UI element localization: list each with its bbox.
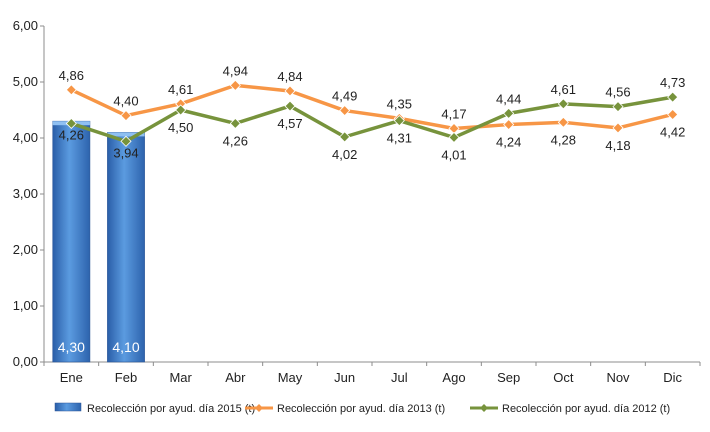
bar-data-label: 4,10 — [112, 339, 139, 355]
line-data-label: 4,35 — [387, 96, 412, 111]
line-data-label: 4,28 — [551, 132, 576, 147]
line-point — [229, 117, 241, 130]
line-point — [667, 91, 679, 103]
line-data-label: 4,44 — [496, 91, 521, 106]
line-point — [557, 116, 569, 128]
line-data-label: 4,56 — [605, 85, 630, 100]
series-lines — [65, 79, 679, 147]
series-line — [69, 83, 675, 131]
line-data-label: 4,17 — [441, 106, 466, 121]
x-tick-label: Ene — [60, 370, 83, 385]
legend-marker — [255, 404, 263, 412]
line-point — [229, 79, 241, 91]
line-point — [175, 104, 187, 116]
bar — [107, 132, 145, 363]
data-labels: 4,30 4,10 4,86 4,26 4,40 3,94 4,61 4,50 4,94 4,26… — [58, 63, 686, 355]
line-data-label: 4,31 — [387, 131, 412, 146]
x-tick-label: Sep — [497, 370, 520, 385]
x-tick-label: Dic — [663, 370, 682, 385]
line-data-label: 4,01 — [441, 147, 466, 162]
line-data-label: 4,61 — [168, 82, 193, 97]
line-data-label: 3,94 — [113, 145, 138, 160]
series-line — [69, 95, 675, 144]
legend-label: Recolección por ayud. día 2013 (t) — [277, 403, 445, 415]
line-data-label: 4,86 — [59, 68, 84, 83]
x-tick-label: Mar — [169, 370, 192, 385]
x-tick-label: Nov — [606, 370, 630, 385]
line-point — [284, 85, 296, 97]
bars — [52, 120, 145, 363]
line-point — [557, 98, 569, 110]
line-point — [120, 135, 132, 147]
line-point — [284, 100, 296, 112]
x-tick-label: Abr — [225, 370, 246, 385]
x-tick-label: Feb — [115, 370, 137, 385]
bar-data-label: 4,30 — [58, 339, 85, 355]
x-tick-label: May — [278, 370, 303, 385]
y-tick-label: 5,00 — [13, 74, 38, 89]
line-point — [120, 110, 132, 122]
bar-top-highlight — [107, 132, 145, 137]
y-tick-label: 0,00 — [13, 354, 38, 369]
x-tick-label: Ago — [442, 370, 465, 385]
line-data-label: 4,26 — [59, 127, 84, 142]
line-data-label: 4,42 — [660, 124, 685, 139]
y-tick-label: 2,00 — [13, 242, 38, 257]
line-data-label: 4,40 — [113, 94, 138, 109]
line-point — [448, 131, 460, 144]
axes: 0,00 1,00 2,00 3,00 4,00 5,00 6,00 Ene Feb Mar Abr… — [13, 18, 701, 385]
line-point — [503, 107, 515, 119]
legend-swatch — [54, 402, 82, 412]
legend-label: Recolección por ayud. día 2015 (t) — [87, 403, 255, 415]
line-point — [612, 122, 624, 134]
line-data-label: 4,18 — [605, 138, 630, 153]
line-point — [339, 104, 351, 117]
line-data-label: 4,94 — [223, 63, 248, 78]
line-point — [339, 131, 351, 143]
line-point — [612, 101, 624, 113]
line-data-label: 4,02 — [332, 147, 357, 162]
x-tick-label: Jul — [391, 370, 408, 385]
y-tick-label: 3,00 — [13, 186, 38, 201]
line-point — [65, 117, 77, 130]
legend-label: Recolección por ayud. día 2012 (t) — [502, 403, 670, 415]
line-data-label: 4,73 — [660, 75, 685, 90]
y-tick-label: 1,00 — [13, 298, 38, 313]
y-tick-label: 4,00 — [13, 130, 38, 145]
x-tick-label: Oct — [553, 370, 574, 385]
line-point — [393, 115, 405, 127]
line-data-label: 4,61 — [551, 82, 576, 97]
line-data-label: 4,49 — [332, 89, 357, 104]
legend: Recolección por ayud. día 2015 (t) Recole… — [54, 402, 670, 415]
legend-marker — [480, 404, 488, 412]
line-data-label: 4,84 — [277, 69, 302, 84]
line-data-label: 4,57 — [277, 116, 302, 131]
y-tick-label: 6,00 — [13, 18, 38, 33]
line-point — [65, 84, 77, 96]
line-point — [667, 108, 679, 121]
line-point — [503, 118, 515, 131]
line-data-label: 4,24 — [496, 135, 521, 150]
x-tick-label: Jun — [334, 370, 355, 385]
bar — [52, 120, 91, 363]
line-data-label: 4,50 — [168, 120, 193, 135]
line-data-label: 4,26 — [223, 133, 248, 148]
